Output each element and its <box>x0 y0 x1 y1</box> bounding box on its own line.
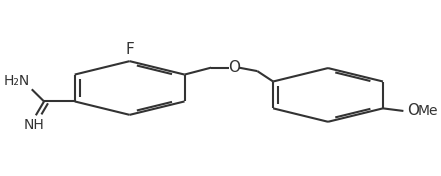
Text: F: F <box>125 42 134 57</box>
Text: H₂N: H₂N <box>4 74 30 88</box>
Text: O: O <box>228 60 239 75</box>
Text: NH: NH <box>23 118 44 132</box>
Text: Me: Me <box>418 104 438 118</box>
Text: O: O <box>407 103 419 118</box>
